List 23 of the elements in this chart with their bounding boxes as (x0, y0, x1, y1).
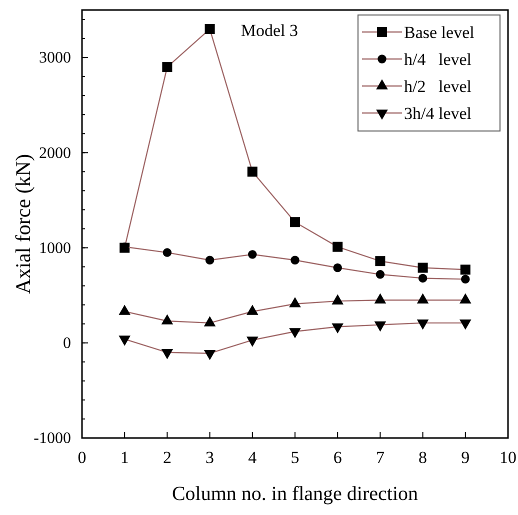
x-tick-label: 9 (461, 448, 470, 468)
legend-label: 3h/4 level (404, 104, 472, 123)
x-tick-label: 3 (206, 448, 214, 468)
y-tick-label: 0 (63, 335, 71, 352)
y-tick-label: 3000 (39, 50, 71, 67)
y-tick-label: 2000 (39, 144, 71, 162)
x-tick-label: 1 (120, 448, 129, 468)
y-tick-label: 1000 (39, 240, 71, 257)
x-tick-label: 6 (333, 448, 342, 468)
x-tick-label: 2 (162, 448, 172, 468)
y-tick-label: -1000 (34, 430, 71, 448)
legend-label: h/2 level (404, 77, 472, 96)
y-axis-title: Axial force (kN) (11, 154, 35, 294)
x-tick-label: 5 (290, 448, 300, 468)
legend-label: Base level (404, 23, 475, 42)
x-tick-label: 4 (248, 448, 258, 468)
legend-label: h/4 level (404, 50, 472, 69)
x-tick-label: 0 (78, 448, 86, 468)
x-tick-label: 10 (500, 448, 516, 468)
x-tick-label: 7 (376, 448, 385, 468)
annotation: Model 3 (240, 21, 298, 40)
x-tick-label: 8 (418, 448, 428, 468)
x-axis-title: Column no. in flange direction (172, 483, 418, 505)
